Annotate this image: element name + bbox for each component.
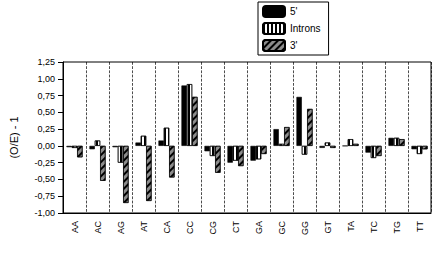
- svg-text:CG: CG: [208, 221, 218, 235]
- svg-text:GA: GA: [254, 221, 264, 234]
- svg-text:3': 3': [290, 40, 298, 51]
- svg-text:Introns: Introns: [290, 23, 321, 34]
- svg-text:-1,00: -1,00: [34, 208, 55, 218]
- svg-text:-0,25: -0,25: [34, 158, 55, 168]
- svg-text:5': 5': [290, 6, 298, 17]
- svg-text:TA: TA: [346, 221, 356, 232]
- svg-text:AA: AA: [70, 221, 80, 233]
- svg-text:CA: CA: [162, 221, 172, 234]
- svg-text:1,25: 1,25: [37, 57, 55, 67]
- svg-text:GC: GC: [277, 220, 287, 234]
- svg-text:0,25: 0,25: [37, 124, 55, 134]
- svg-text:(O/E) - 1: (O/E) - 1: [8, 116, 20, 158]
- svg-text:CT: CT: [231, 221, 241, 233]
- svg-text:0,00: 0,00: [37, 141, 55, 151]
- svg-text:CC: CC: [185, 221, 195, 234]
- svg-text:0,75: 0,75: [37, 91, 55, 101]
- svg-text:TT: TT: [415, 221, 425, 232]
- svg-text:AT: AT: [139, 221, 149, 232]
- svg-text:1,00: 1,00: [37, 74, 55, 84]
- svg-text:GT: GT: [323, 220, 333, 233]
- svg-text:0,50: 0,50: [37, 107, 55, 117]
- svg-text:-0,75: -0,75: [34, 191, 55, 201]
- svg-text:TC: TC: [369, 221, 379, 233]
- svg-text:TG: TG: [392, 221, 402, 234]
- svg-text:AC: AC: [93, 221, 103, 234]
- svg-text:GG: GG: [300, 221, 310, 235]
- svg-text:AG: AG: [116, 221, 126, 234]
- svg-text:-0,50: -0,50: [34, 174, 55, 184]
